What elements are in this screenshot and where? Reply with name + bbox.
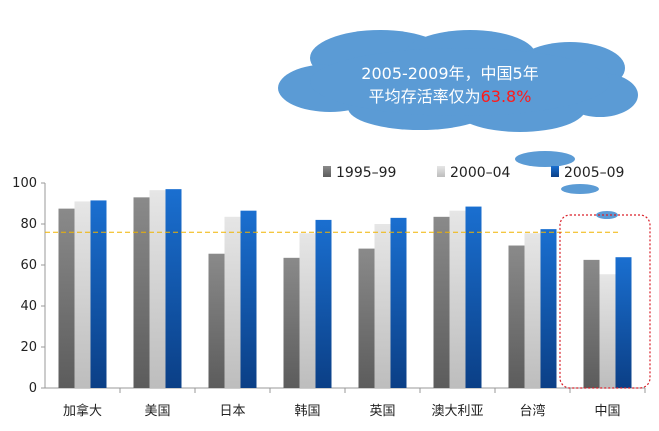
x-category-label: 台湾: [519, 403, 545, 419]
bar: [165, 189, 182, 388]
legend-swatch: [437, 166, 445, 177]
bar: [315, 219, 332, 388]
bar: [374, 224, 391, 388]
bar: [299, 233, 316, 388]
legend-swatch: [323, 166, 331, 177]
annotation-cloud: 2005-2009年，中国5年 平均存活率仅为63.8%: [278, 30, 638, 219]
legend-label: 2000–04: [450, 165, 511, 181]
y-tick-label: 0: [29, 381, 37, 396]
bar: [283, 257, 300, 388]
bar: [599, 274, 616, 388]
bar: [615, 257, 632, 388]
x-category-label: 中国: [594, 404, 620, 419]
thought-bubble-medium: [561, 184, 599, 194]
y-tick-label: 60: [20, 258, 37, 273]
bar: [208, 253, 225, 388]
y-tick-label: 80: [20, 217, 37, 232]
legend-label: 1995–99: [336, 165, 396, 181]
highlight-box: [559, 214, 651, 389]
legend-swatch: [551, 166, 559, 177]
bar: [524, 233, 541, 388]
bar: [390, 217, 407, 388]
plot-area: 0 20 40 60 80 100 加拿大 美国 日本 韩国 英国 澳大利亚 台湾 中国 1995–99 20…: [12, 165, 651, 419]
bar: [74, 201, 91, 388]
annotation-highlight-value: 63.8%: [481, 87, 532, 106]
bar: [240, 210, 257, 388]
bar: [90, 200, 107, 388]
annotation-line-2: 平均存活率仅为63.8%: [369, 87, 532, 106]
x-category-label: 美国: [144, 404, 170, 419]
bar: [449, 210, 466, 388]
x-category-label: 英国: [369, 404, 395, 419]
x-category-label: 澳大利亚: [431, 403, 483, 419]
y-tick-label: 40: [20, 299, 37, 314]
x-category-label: 加拿大: [63, 403, 102, 419]
bar: [508, 245, 525, 388]
x-category-label: 韩国: [294, 404, 320, 419]
bar: [358, 248, 375, 388]
bar: [58, 208, 75, 388]
y-tick-label: 20: [20, 340, 37, 355]
annotation-line-1: 2005-2009年，中国5年: [361, 64, 538, 83]
bar: [465, 206, 482, 388]
thought-bubble-large: [515, 151, 575, 167]
bar: [583, 259, 600, 388]
bar: [540, 229, 557, 388]
bar: [224, 216, 241, 388]
bar: [433, 216, 450, 388]
bar: [133, 197, 150, 388]
legend-label: 2005–09: [564, 165, 624, 181]
y-tick-label: 100: [12, 176, 37, 191]
annotation-line-2-prefix: 平均存活率仅为: [369, 87, 481, 106]
x-category-label: 日本: [219, 404, 245, 419]
bar: [149, 190, 166, 388]
